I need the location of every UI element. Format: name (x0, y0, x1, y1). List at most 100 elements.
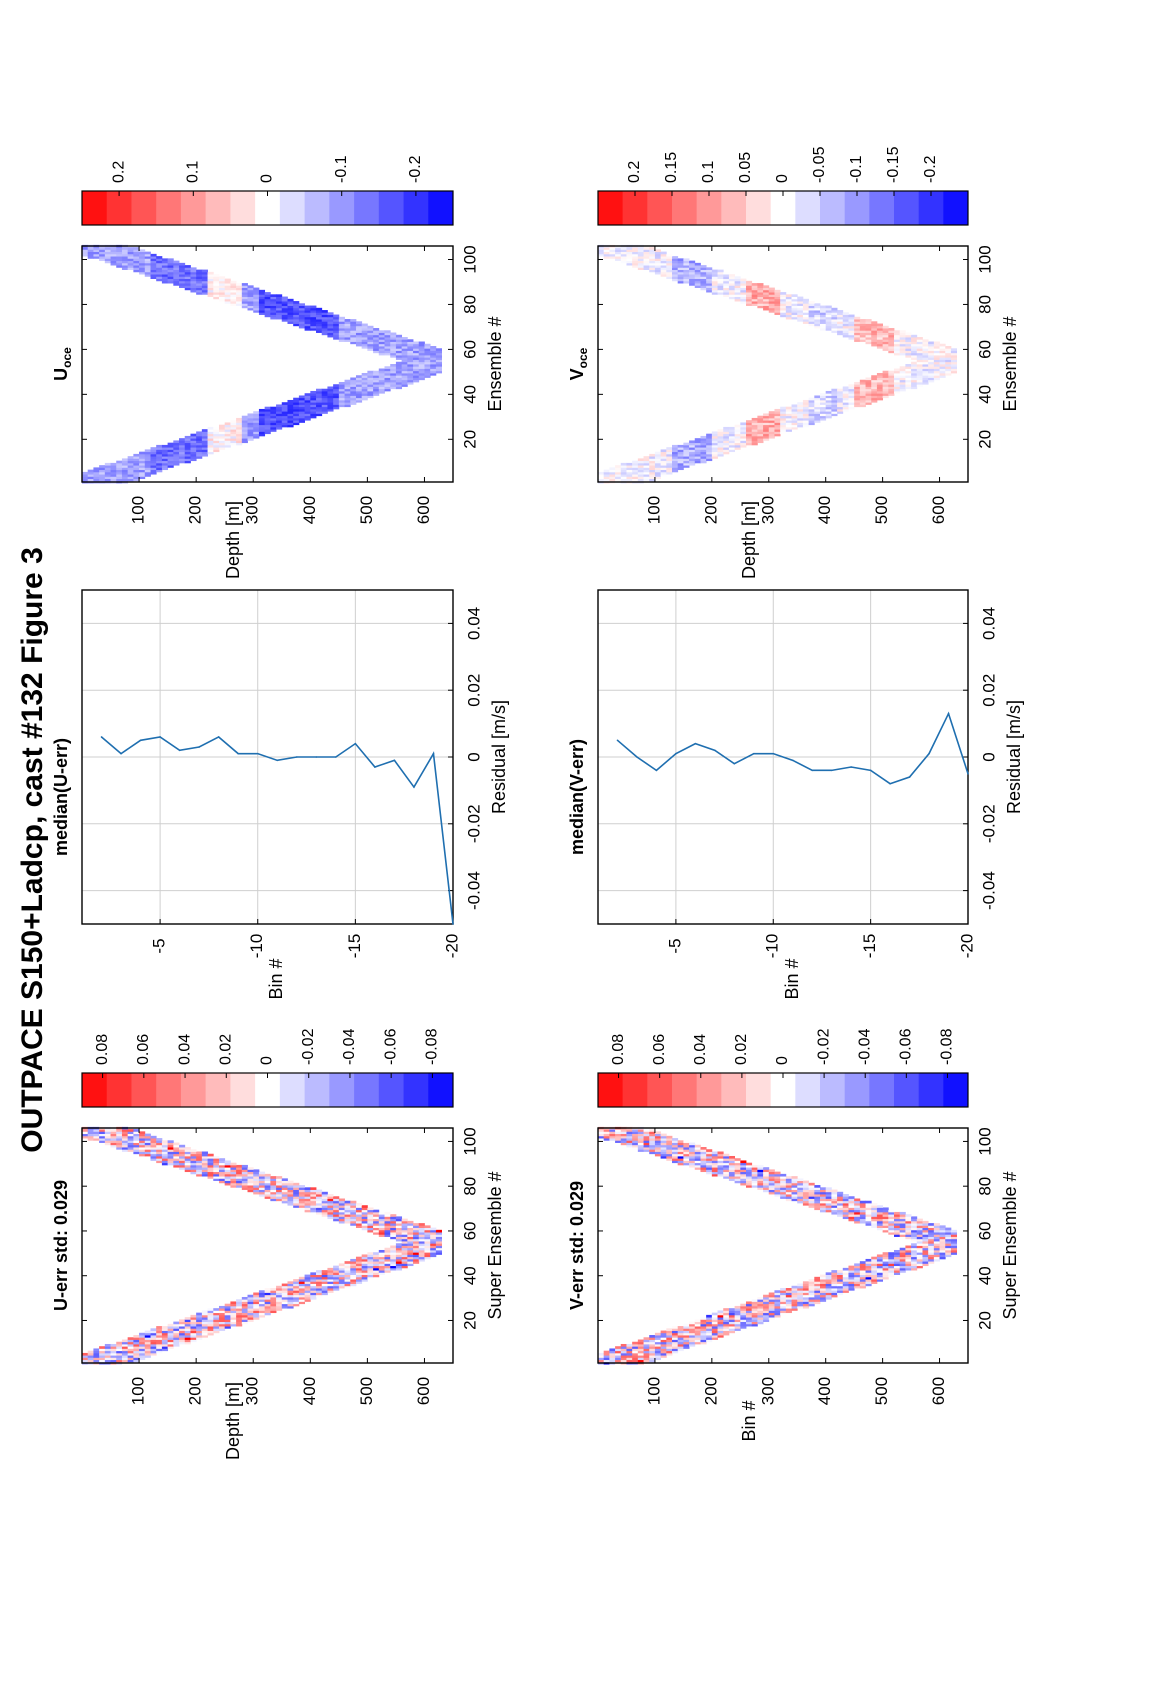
heatmap-cell (700, 460, 707, 464)
heatmap-cell (218, 287, 226, 291)
heatmap-cell (264, 411, 271, 414)
heatmap-cell (928, 1261, 935, 1264)
heatmap-cell (854, 399, 861, 403)
heatmap-cell (825, 411, 832, 414)
heatmap-cell (717, 1153, 724, 1157)
heatmap-cell (218, 294, 226, 297)
heatmap-cell (184, 456, 191, 459)
heatmap-cell (763, 438, 770, 441)
heatmap-cell (373, 1211, 380, 1215)
heatmap-cell (407, 372, 414, 376)
heatmap-cell (361, 1265, 368, 1269)
heatmap-cell (791, 1303, 798, 1307)
heatmap-cell (928, 361, 935, 365)
heatmap-cell (859, 337, 866, 340)
heatmap-cell (395, 1265, 403, 1269)
heatmap-cell (894, 1265, 901, 1269)
heatmap-cell (190, 1328, 197, 1331)
heatmap-cell (179, 449, 186, 453)
heatmap-cell (763, 1173, 770, 1177)
heatmap-cell (802, 305, 810, 309)
heatmap-cell (344, 1202, 351, 1206)
heatmap-cell (740, 1162, 747, 1166)
heatmap-cell (121, 471, 129, 475)
heatmap-cell (344, 1281, 351, 1284)
heatmap-cell (201, 442, 208, 446)
heatmap-cell (321, 404, 328, 408)
heatmap-cell (785, 1305, 792, 1309)
heatmap-cell (780, 1303, 787, 1307)
heatmap-cell (911, 339, 918, 342)
heatmap-cell (213, 431, 220, 435)
heatmap-cell (367, 377, 374, 381)
heatmap-cell (757, 1182, 764, 1186)
heatmap-cell (310, 1198, 317, 1202)
heatmap-cell (104, 1140, 111, 1143)
heatmap-cell (247, 426, 254, 430)
heatmap-cell (310, 1276, 317, 1280)
heatmap-cell (258, 1308, 266, 1311)
heatmap-cell (144, 1343, 151, 1347)
heatmap-cell (304, 417, 311, 421)
heatmap-cell (350, 386, 357, 390)
heatmap-cell (224, 426, 231, 430)
heatmap-cell (350, 1218, 357, 1222)
heatmap-cell (728, 444, 736, 448)
heatmap-cell (116, 1343, 123, 1347)
heatmap-cell (196, 278, 203, 282)
heatmap-cell (615, 467, 622, 471)
heatmap-cell (418, 1241, 425, 1244)
heatmap-cell (344, 1211, 351, 1215)
heatmap-cell (167, 276, 174, 279)
heatmap-cell (373, 1261, 380, 1264)
heatmap-cell (333, 1285, 340, 1289)
heatmap-cell (167, 449, 174, 453)
heatmap-cell (276, 294, 283, 297)
heatmap-cell (689, 1151, 696, 1155)
heatmap-cell (310, 413, 317, 417)
heatmap-cell (717, 431, 724, 435)
heatmap-cell (922, 1245, 929, 1249)
heatmap-cell (247, 298, 254, 302)
heatmap-cell (820, 319, 827, 322)
heatmap-cell (190, 267, 197, 270)
heatmap-cell (825, 408, 832, 412)
heatmap-cell (649, 462, 656, 466)
heatmap-cell (156, 274, 163, 277)
heatmap-cell (281, 1283, 288, 1287)
heatmap-cell (632, 469, 639, 473)
heatmap-cell (361, 386, 368, 390)
heatmap-cell (717, 1317, 724, 1320)
heatmap-cell (723, 1162, 730, 1166)
heatmap-cell (837, 404, 844, 408)
heatmap-cell (825, 1281, 832, 1284)
heatmap-cell (121, 1352, 129, 1356)
heatmap-cell (808, 411, 815, 414)
heatmap-cell (763, 298, 770, 302)
heatmap-cell (905, 334, 912, 338)
heatmap-cell (802, 314, 810, 318)
heatmap-cell (293, 411, 300, 414)
heatmap-cell (258, 1294, 266, 1298)
heatmap-cell (791, 406, 798, 410)
heatmap-cell (87, 1138, 94, 1141)
heatmap-cell (384, 339, 391, 342)
heatmap-cell (310, 323, 317, 327)
heatmap-cell (922, 1263, 929, 1267)
heatmap-cell (321, 399, 328, 403)
heatmap-cell (224, 298, 231, 302)
heatmap-cell (407, 379, 414, 383)
heatmap-cell (746, 1308, 753, 1311)
heatmap-cell (808, 1279, 815, 1282)
heatmap-cell (236, 283, 243, 286)
heatmap-cell (882, 328, 889, 331)
heatmap-cell (837, 323, 844, 327)
heatmap-cell (224, 431, 231, 435)
heatmap-cell (700, 1321, 707, 1325)
heatmap-cell (321, 1285, 328, 1289)
heatmap-cell (344, 1263, 351, 1267)
heatmap-cell (768, 424, 775, 428)
heatmap-cell (338, 397, 345, 401)
heatmap-cell (99, 258, 106, 262)
heatmap-cell (281, 303, 288, 306)
